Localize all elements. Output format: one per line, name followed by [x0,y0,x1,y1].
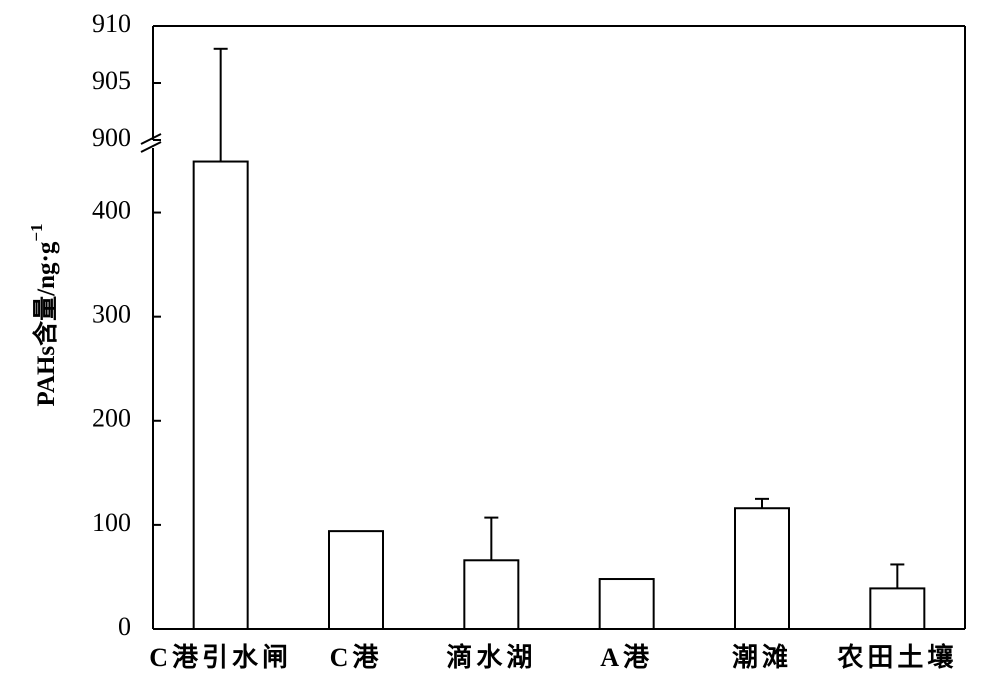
bar [463,559,520,630]
y-tick-label: 400 [92,196,131,225]
axis-break [140,141,162,153]
y-tick-label: 300 [92,300,131,329]
y-tick-label: 200 [92,404,131,433]
y-tick-label: 100 [92,508,131,537]
y-tick-label: 910 [92,9,131,38]
bar [192,160,249,630]
y-tick-label: 905 [92,66,131,95]
x-tick-label: 滴水湖 [446,642,536,672]
bar [328,530,384,631]
x-tick-label: C港引水闸 [149,643,292,672]
x-tick-label: 潮滩 [732,642,792,672]
y-axis-title-main: PAHs含量/ng·g [31,241,60,406]
axis-break [140,133,162,145]
x-tick-label: 农田土壤 [836,642,957,672]
x-tick-label: C港 [330,643,383,672]
x-tick-label: A港 [600,643,653,672]
y-tick-label: 0 [118,612,131,641]
bar [598,578,655,631]
y-axis-title-sup: −1 [27,223,46,241]
bar [869,587,926,631]
bar [734,507,790,630]
y-axis-title: PAHs含量/ng·g−1 [27,223,60,406]
y-tick-label: 900 [92,123,131,152]
